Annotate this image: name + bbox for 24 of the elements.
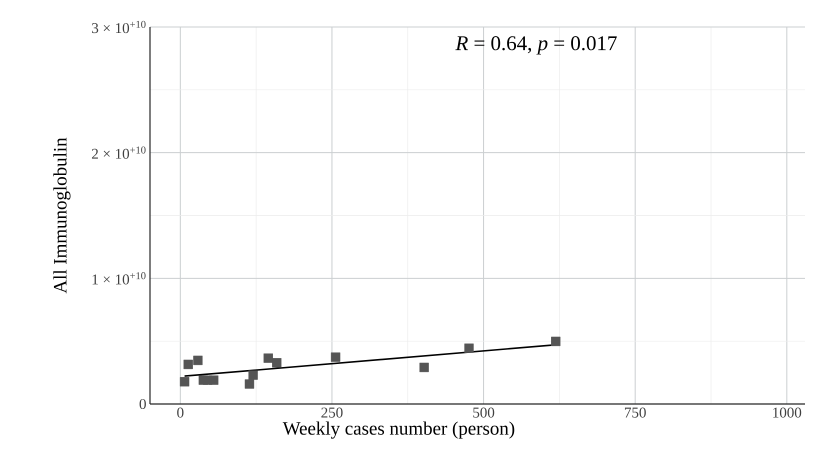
x-tick-label: 250 [321, 408, 343, 418]
point [264, 353, 273, 363]
annotation: R = 0.64, p = 0.017 [455, 36, 617, 55]
x-tick-label: 0 [177, 408, 184, 418]
x-axis-title: Weekly cases number (person) [282, 421, 514, 439]
point [551, 336, 560, 346]
point [330, 352, 340, 362]
x-tick-label: 1000 [773, 408, 802, 418]
point [272, 358, 282, 368]
point [184, 360, 193, 370]
y-tick-label: 1 × 10$^{+10}$ [92, 272, 146, 284]
point [248, 370, 258, 380]
point [244, 379, 254, 389]
x-tick-label: 750 [624, 408, 646, 418]
point [193, 356, 203, 366]
y-tick-label: 2 × 10$^{+10}$ [92, 146, 146, 159]
point [209, 375, 218, 385]
point [180, 377, 190, 386]
x-tick-label: 500 [473, 408, 494, 418]
y-axis-title: All Immunoglobulin [53, 138, 71, 294]
point [464, 344, 474, 353]
point [419, 362, 429, 372]
y-tick-label: 0 [140, 398, 146, 410]
y-tick-label: 3 × 10$^{+10}$ [92, 20, 146, 34]
